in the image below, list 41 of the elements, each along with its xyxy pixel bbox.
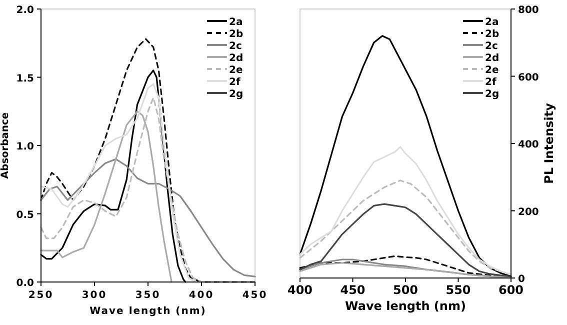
legend-label: 2b [485, 29, 500, 40]
x-axis-title: Wave length (nm) [90, 306, 206, 317]
x-tick-label: 500 [392, 283, 418, 297]
legend-label: 2c [485, 41, 498, 52]
y-tick-label: 0.5 [16, 210, 34, 221]
y-tick-label: 2.0 [16, 5, 34, 16]
legend-label: 2g [485, 89, 500, 100]
legend-label: 2e [485, 65, 499, 76]
legend-label: 2f [229, 77, 241, 88]
x-tick-label: 350 [135, 290, 161, 301]
legend-label: 2d [229, 53, 244, 64]
x-tick-label: 250 [28, 290, 54, 301]
line-series [40, 158, 256, 278]
y2-tick-label: 400 [518, 140, 539, 150]
legend-label: 2c [229, 41, 242, 52]
x-tick-label: 300 [82, 290, 108, 301]
legend-label: 2d [485, 53, 500, 64]
y-tick-label: 1.0 [16, 142, 34, 152]
y2-tick-label: 600 [518, 72, 539, 84]
y2-axis-title: PL Intensity [542, 102, 556, 184]
x-tick-label: 400 [188, 290, 214, 301]
legend-label: 2b [229, 29, 244, 40]
legend-label: 2f [485, 77, 497, 88]
y-tick-label: 0.0 [16, 278, 34, 289]
line-series [40, 110, 172, 283]
legend-label: 2a [485, 17, 499, 28]
x-tick-label: 450 [242, 290, 268, 301]
legend-label: 2a [229, 17, 243, 28]
x-tick-label: 450 [340, 283, 366, 297]
x-tick-label: 550 [446, 283, 471, 297]
y2-tick-label: 0 [518, 274, 525, 285]
x-tick-label: 600 [498, 283, 524, 297]
line-series [299, 146, 512, 276]
legend-label: 2e [229, 65, 243, 76]
y2-tick-label: 200 [518, 206, 539, 218]
legend-label: 2g [229, 89, 244, 100]
x-axis-title: Wave length (nm) [345, 299, 466, 313]
y2-tick-label: 800 [518, 5, 539, 16]
y-axis-title: Absorbance [0, 112, 11, 179]
y-tick-label: 1.5 [16, 73, 34, 84]
x-tick-label: 400 [287, 283, 313, 297]
